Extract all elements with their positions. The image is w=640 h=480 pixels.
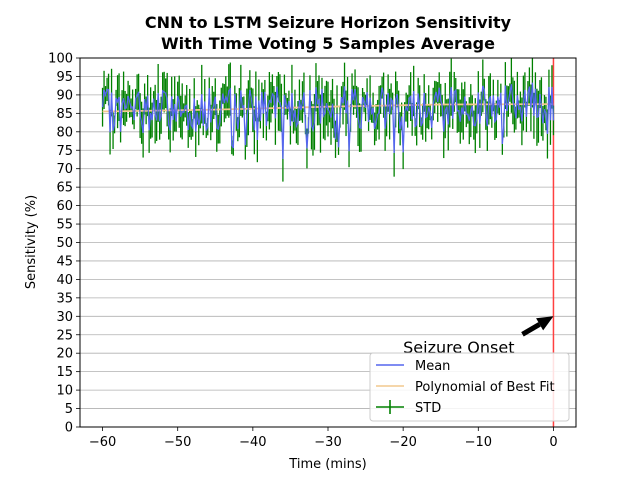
y-tick-label: 100 xyxy=(48,52,73,67)
y-tick-label: 75 xyxy=(56,144,73,159)
y-tick-label: 35 xyxy=(56,291,73,306)
mean-line xyxy=(101,82,555,160)
y-tick-label: 80 xyxy=(56,125,73,140)
x-tick-label: −20 xyxy=(389,435,416,450)
y-tick-label: 45 xyxy=(56,254,73,269)
y-tick-label: 15 xyxy=(56,365,73,380)
y-tick-label: 40 xyxy=(56,273,73,288)
seizure-onset-annotation: Seizure Onset xyxy=(403,316,554,357)
legend-mean-label: Mean xyxy=(415,359,450,374)
annotation-arrow-head xyxy=(536,316,554,331)
y-tick-label: 50 xyxy=(56,236,73,251)
legend-fit-label: Polynomial of Best Fit xyxy=(415,380,555,395)
mean-line-layer xyxy=(101,82,555,160)
y-tick-label: 0 xyxy=(65,421,73,436)
y-tick-label: 60 xyxy=(56,199,73,214)
chart-title-line-2: With Time Voting 5 Samples Average xyxy=(161,34,495,53)
x-tick-label: −10 xyxy=(465,435,492,450)
annotation-label: Seizure Onset xyxy=(403,338,514,357)
y-tick-label: 90 xyxy=(56,88,73,103)
y-tick-label: 65 xyxy=(56,181,73,196)
y-tick-label: 85 xyxy=(56,107,73,122)
y-tick-label: 20 xyxy=(56,347,73,362)
y-tick-label: 25 xyxy=(56,328,73,343)
x-tick-label: −60 xyxy=(89,435,116,450)
annotation-arrow-shaft xyxy=(521,322,541,337)
x-tick-label: −40 xyxy=(239,435,266,450)
legend-std-label: STD xyxy=(415,401,441,416)
x-axis-label: Time (mins) xyxy=(288,457,366,472)
x-axis-ticks: −60 −50 −40 −30 −20 −10 0 xyxy=(89,427,558,450)
y-tick-label: 70 xyxy=(56,162,73,177)
legend-box xyxy=(369,352,570,422)
legend: Mean Polynomial of Best Fit STD xyxy=(369,352,570,422)
y-tick-label: 55 xyxy=(56,218,73,233)
x-tick-label: 0 xyxy=(549,435,557,450)
y-axis-label: Sensitivity (%) xyxy=(24,195,39,289)
x-tick-label: −30 xyxy=(314,435,341,450)
y-tick-label: 5 xyxy=(65,402,73,417)
y-tick-label: 95 xyxy=(56,70,73,85)
y-tick-label: 10 xyxy=(56,384,73,399)
x-tick-label: −50 xyxy=(164,435,191,450)
y-axis-ticks: 0 5 10 15 20 25 30 35 40 45 50 55 60 65 70 75 80 85 90 95 10… xyxy=(48,52,80,436)
y-tick-label: 30 xyxy=(56,310,73,325)
chart-title-line-1: CNN to LSTM Seizure Horizon Sensitivity xyxy=(145,13,512,32)
